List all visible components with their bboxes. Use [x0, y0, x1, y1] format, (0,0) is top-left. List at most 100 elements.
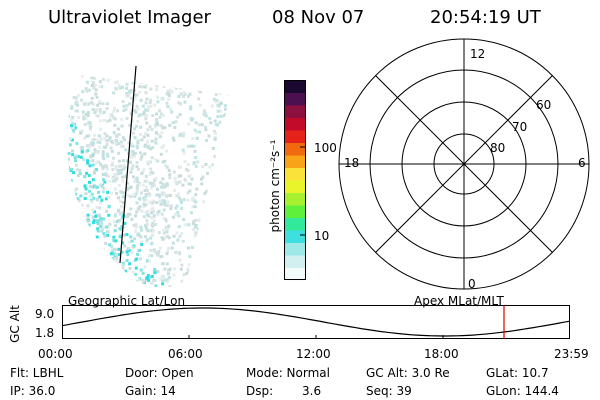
image-pixel [193, 205, 197, 209]
image-pixel [47, 242, 50, 245]
image-pixel [43, 243, 46, 246]
image-pixel [22, 279, 25, 282]
image-pixel [154, 284, 158, 287]
image-pixel [43, 75, 46, 78]
image-pixel [165, 165, 169, 169]
image-pixel [92, 102, 96, 106]
image-pixel [246, 109, 249, 112]
image-pixel [230, 286, 233, 289]
image-pixel [48, 90, 51, 93]
image-pixel [218, 273, 222, 277]
image-pixel [125, 259, 129, 262]
image-pixel [124, 148, 128, 152]
image-pixel [61, 113, 64, 116]
image-pixel [37, 97, 40, 100]
image-pixel [119, 171, 123, 175]
image-pixel [39, 205, 42, 208]
image-pixel [33, 219, 36, 222]
image-pixel [58, 216, 61, 219]
image-pixel [110, 259, 113, 263]
image-pixel [34, 224, 37, 227]
image-pixel [37, 157, 40, 160]
image-pixel [57, 91, 60, 94]
image-pixel [165, 149, 168, 153]
image-pixel [110, 163, 114, 167]
image-pixel [60, 164, 63, 167]
image-pixel [50, 157, 53, 160]
image-pixel [231, 92, 234, 95]
image-pixel [217, 220, 221, 224]
image-pixel [226, 92, 230, 96]
image-pixel [35, 276, 38, 279]
image-pixel [136, 139, 140, 143]
image-pixel [201, 175, 205, 179]
image-pixel [141, 183, 145, 187]
geographic-image [22, 65, 249, 293]
image-pixel [39, 154, 42, 157]
image-pixel [138, 113, 142, 117]
image-pixel [92, 243, 96, 247]
image-pixel [23, 223, 26, 226]
image-pixel [29, 268, 32, 271]
image-pixel [178, 234, 182, 238]
timeline-tick-1800: 18:00 [424, 347, 459, 361]
image-pixel [58, 158, 61, 161]
image-pixel [95, 205, 99, 209]
image-pixel [81, 225, 85, 229]
image-pixel [110, 149, 114, 153]
image-pixel [32, 239, 35, 242]
image-pixel [72, 208, 76, 212]
image-pixel [57, 116, 60, 119]
image-pixel [55, 99, 58, 102]
image-pixel [42, 118, 45, 121]
image-pixel [229, 120, 230, 124]
image-pixel [129, 170, 133, 174]
image-pixel [223, 222, 227, 226]
image-pixel [111, 141, 115, 145]
image-pixel [198, 264, 202, 267]
image-pixel [131, 153, 135, 157]
image-pixel [160, 146, 164, 150]
image-pixel [26, 78, 29, 81]
image-pixel [87, 233, 91, 237]
image-pixel [214, 290, 217, 293]
image-pixel [122, 233, 126, 237]
image-pixel [93, 210, 97, 214]
image-pixel [182, 273, 186, 277]
image-pixel [90, 184, 93, 188]
image-pixel [104, 197, 108, 201]
image-pixel [187, 286, 191, 287]
image-pixel [205, 189, 209, 193]
image-pixel [189, 182, 192, 186]
image-pixel [106, 138, 110, 142]
image-pixel [27, 255, 30, 258]
image-pixel [63, 168, 66, 171]
image-pixel [56, 182, 59, 185]
image-pixel [106, 233, 109, 237]
image-pixel [242, 73, 245, 76]
image-pixel [232, 235, 235, 238]
image-pixel [147, 192, 151, 196]
image-pixel [214, 92, 218, 96]
image-pixel [47, 159, 50, 162]
image-pixel [88, 237, 92, 241]
image-pixel [170, 90, 174, 94]
image-pixel [54, 130, 57, 133]
image-pixel [179, 198, 183, 202]
image-pixel [29, 217, 32, 220]
image-pixel [45, 220, 48, 223]
image-pixel [57, 138, 60, 141]
image-pixel [109, 266, 113, 270]
image-pixel [202, 241, 206, 245]
image-pixel [51, 80, 54, 83]
image-pixel [72, 266, 75, 270]
image-pixel [196, 243, 200, 246]
image-pixel [55, 175, 58, 178]
image-pixel [88, 180, 91, 184]
image-pixel [68, 269, 72, 273]
image-pixel [92, 279, 95, 283]
image-pixel [30, 219, 33, 222]
image-pixel [62, 80, 65, 83]
image-pixel [101, 152, 105, 156]
image-pixel [191, 228, 195, 232]
